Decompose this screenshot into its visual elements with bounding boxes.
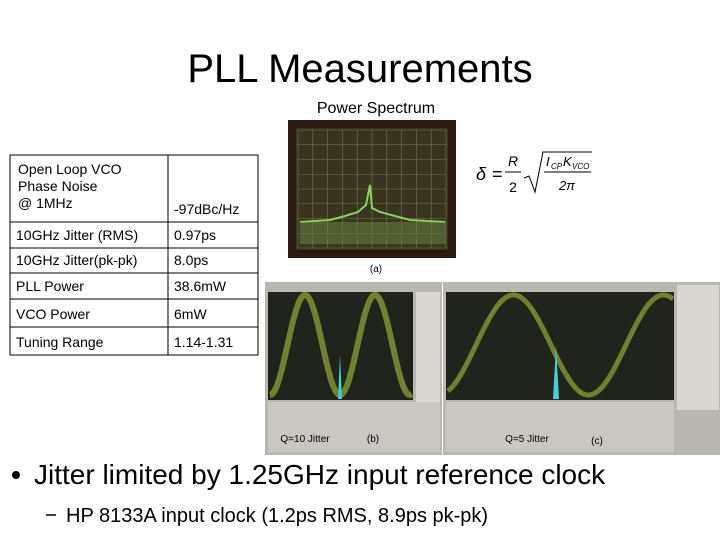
table-cell-text: 8.0ps [174, 252, 208, 268]
formula-gain: K [563, 154, 573, 169]
caption-b: Q=10 Jitter [280, 434, 330, 445]
formula-inner-denominator: 2π [558, 178, 575, 193]
label-c: (c) [591, 436, 603, 447]
table-cell-text: 38.6mW [174, 278, 227, 294]
formula: δ = R 2 I CP K VCO 2π [476, 151, 592, 195]
formula-current: I [546, 154, 550, 169]
table-cell-text: 0.97ps [174, 227, 216, 243]
formula-equals: = [492, 164, 503, 184]
scope-image-b [265, 282, 442, 455]
bullet-marker [12, 471, 20, 479]
bullet: Jitter limited by 1.25GHz input referenc… [34, 459, 606, 490]
scope-image-c [443, 282, 720, 455]
table-cell-text: 1.14-1.31 [174, 334, 233, 350]
table-cell-text: Open Loop VCO [18, 161, 122, 177]
table-cell-text: PLL Power [16, 278, 84, 294]
table-cell-text: @ 1MHz [18, 195, 73, 211]
formula-denominator: 2 [509, 179, 517, 195]
sub-bullet: HP 8133A input clock (1.2ps RMS, 8.9ps p… [66, 505, 488, 527]
formula-numerator: R [508, 153, 518, 169]
slide-title: PLL Measurements [187, 47, 532, 91]
formula-gain-sub: VCO [572, 162, 589, 171]
table-cell-text: Phase Noise [18, 178, 98, 194]
label-b: (b) [367, 434, 379, 445]
formula-lhs: δ [476, 164, 487, 184]
table-cell-text: 10GHz Jitter(pk-pk) [16, 252, 137, 268]
table-cell-text: Tuning Range [16, 334, 104, 350]
formula-current-sub: CP [551, 162, 563, 171]
figure-heading: Power Spectrum [317, 100, 435, 117]
spectrum-image [288, 120, 456, 258]
table-cell-text: 10GHz Jitter (RMS) [16, 227, 138, 243]
table-cell-text: VCO Power [16, 306, 90, 322]
table: Open Loop VCO Phase Noise@ 1MHz -97dBc/Hz… [9, 154, 259, 356]
caption-c: Q=5 Jitter [505, 434, 549, 445]
table-cell-text: 6mW [174, 306, 207, 322]
table-cell-text: -97dBc/Hz [174, 201, 239, 217]
table-cell [167, 326, 259, 356]
label-a: (a) [370, 264, 382, 275]
